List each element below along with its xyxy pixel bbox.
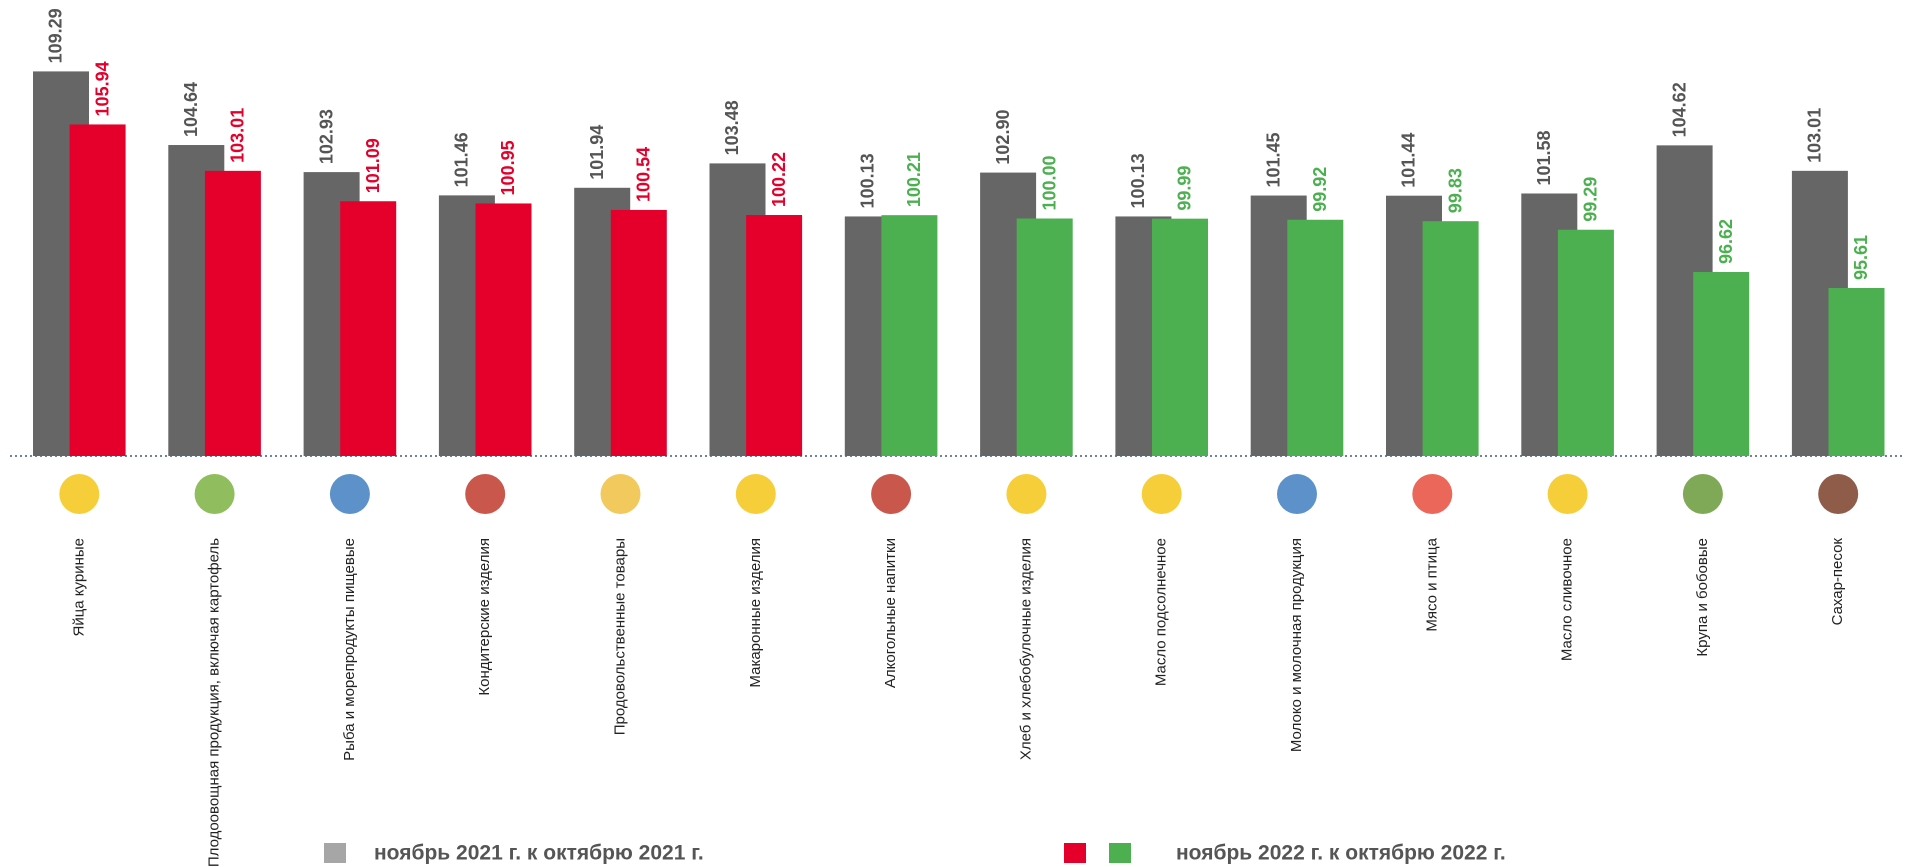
legend-swatch <box>324 843 346 863</box>
x-tick-label: Крупа и бобовые <box>1694 538 1711 657</box>
x-tick-label: Масло сливочное <box>1559 538 1576 661</box>
category-icon <box>1142 474 1182 514</box>
value-label: 96.62 <box>1716 219 1736 264</box>
category-icon <box>59 474 99 514</box>
x-tick-label: Масло подсолнечное <box>1153 538 1170 686</box>
bar <box>1287 220 1343 456</box>
value-label: 102.90 <box>993 110 1013 165</box>
category-icon <box>871 474 911 514</box>
bar <box>746 215 802 456</box>
legend-label: ноябрь 2022 г. к октябрю 2022 г. <box>1176 842 1506 865</box>
x-tick-label: Продовольственные товары <box>611 538 628 735</box>
value-label: 103.01 <box>1805 108 1825 163</box>
category-icon <box>1277 474 1317 514</box>
bar <box>1152 219 1208 456</box>
value-label: 100.54 <box>634 147 654 202</box>
bar <box>1423 221 1479 456</box>
x-tick-label: Яйца куриные <box>70 538 87 637</box>
x-tick-label: Молоко и молочная продукция <box>1288 538 1305 752</box>
category-icon <box>465 474 505 514</box>
bar <box>611 210 667 456</box>
legend-label: ноябрь 2021 г. к октябрю 2021 г. <box>374 842 704 865</box>
x-tick-label: Кондитерские изделия <box>476 538 493 696</box>
category-icon <box>1683 474 1723 514</box>
value-label: 101.46 <box>452 132 472 187</box>
x-tick-label: Макаронные изделия <box>747 538 764 688</box>
legend-swatch <box>1064 843 1086 863</box>
bar <box>205 171 261 456</box>
category-icon <box>736 474 776 514</box>
x-tick-label: Плодоовощная продукция, включая картофел… <box>206 538 223 867</box>
x-tick-label: Хлеб и хлебобулочные изделия <box>1017 538 1034 760</box>
value-label: 99.29 <box>1581 177 1601 222</box>
value-label: 102.93 <box>316 109 336 164</box>
x-tick-label: Сахар-песок <box>1829 538 1846 626</box>
bar <box>1558 230 1614 456</box>
value-label: 103.48 <box>722 100 742 155</box>
value-label: 100.13 <box>1128 153 1148 208</box>
value-label: 101.09 <box>363 138 383 193</box>
value-label: 99.83 <box>1445 168 1465 213</box>
category-icon <box>1548 474 1588 514</box>
value-label: 99.99 <box>1175 166 1195 211</box>
category-icon <box>330 474 370 514</box>
value-label: 100.21 <box>904 152 924 207</box>
bar <box>1829 288 1885 456</box>
value-label: 109.29 <box>46 8 66 63</box>
value-label: 101.44 <box>1399 133 1419 188</box>
category-icon <box>1412 474 1452 514</box>
value-label: 100.22 <box>769 152 789 207</box>
x-tick-label: Рыба и морепродукты пищевые <box>341 538 358 761</box>
value-label: 104.64 <box>181 82 201 137</box>
bar <box>1693 272 1749 456</box>
value-label: 100.13 <box>858 153 878 208</box>
category-icon <box>1006 474 1046 514</box>
bar <box>476 203 532 456</box>
bar <box>881 215 937 456</box>
value-label: 101.94 <box>587 125 607 180</box>
value-label: 105.94 <box>92 61 112 116</box>
value-label: 100.95 <box>498 140 518 195</box>
value-label: 103.01 <box>228 108 248 163</box>
bar <box>70 124 126 456</box>
category-icon <box>195 474 235 514</box>
bar <box>340 201 396 456</box>
x-tick-label: Мясо и птица <box>1423 537 1440 631</box>
value-label: 95.61 <box>1851 235 1871 280</box>
value-label: 99.92 <box>1310 167 1330 212</box>
category-icon <box>601 474 641 514</box>
category-icon <box>1818 474 1858 514</box>
bar <box>1017 219 1073 457</box>
value-label: 101.45 <box>1263 132 1283 187</box>
value-label: 101.58 <box>1534 130 1554 185</box>
legend-swatch <box>1109 843 1131 863</box>
value-label: 100.00 <box>1039 155 1059 210</box>
chart: 109.29 105.94 Яйца куриные 104.64 103.01 Плод… <box>0 0 1911 867</box>
x-tick-label: Алкогольные напитки <box>882 538 899 688</box>
value-label: 104.62 <box>1669 82 1689 137</box>
